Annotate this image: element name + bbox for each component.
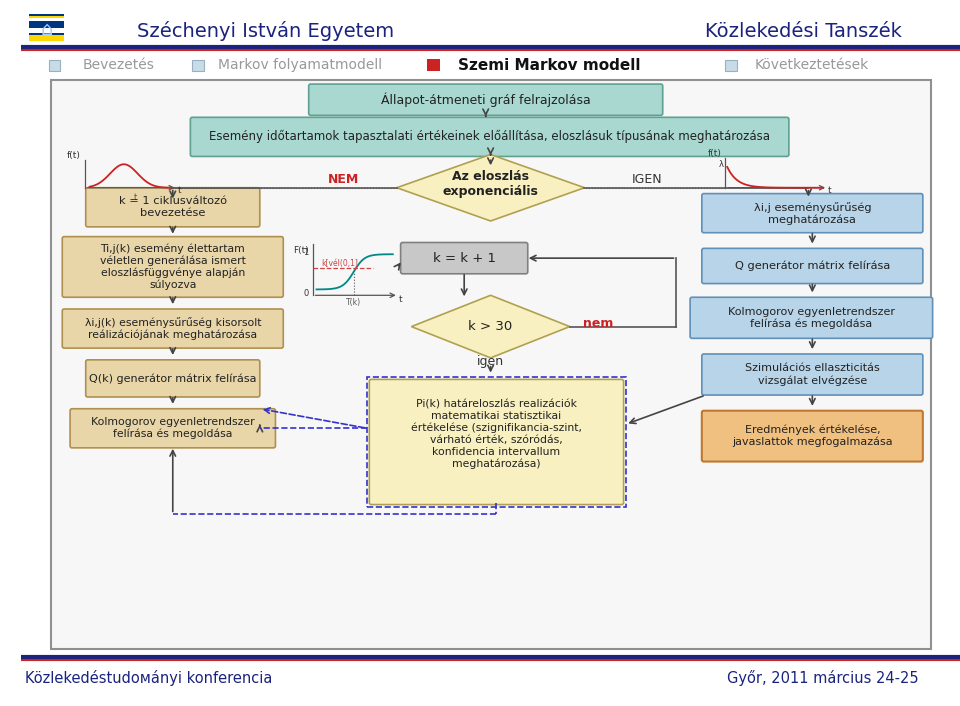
Text: T(k): T(k)	[347, 298, 361, 306]
Text: nem: nem	[583, 317, 613, 330]
FancyBboxPatch shape	[400, 242, 528, 274]
Text: λ: λ	[718, 160, 723, 169]
Text: k = 1 ciklusváltozó
bevezetése: k = 1 ciklusváltozó bevezetése	[119, 196, 227, 218]
Text: Q(k) generátor mátrix felírása: Q(k) generátor mátrix felírása	[89, 373, 256, 383]
FancyBboxPatch shape	[702, 249, 923, 284]
Text: f(t): f(t)	[708, 150, 721, 158]
FancyBboxPatch shape	[85, 360, 260, 397]
Text: F(t): F(t)	[293, 246, 309, 256]
Text: k = k + 1: k = k + 1	[433, 251, 495, 265]
Text: ⌂: ⌂	[40, 20, 53, 39]
Text: Ti,j(k) esemény élettartam
véletlen generálása ismert
eloszlásfüggvénye alapján
: Ti,j(k) esemény élettartam véletlen gene…	[100, 244, 246, 290]
Text: t: t	[178, 186, 181, 195]
Text: Győr, 2011 március 24-25: Győr, 2011 március 24-25	[728, 670, 919, 686]
Polygon shape	[396, 155, 585, 221]
Text: k[vél(0,1]: k[vél(0,1]	[322, 258, 358, 268]
Bar	[51, 80, 930, 650]
FancyBboxPatch shape	[702, 193, 923, 233]
Text: Markov folyamatmodell: Markov folyamatmodell	[218, 59, 382, 73]
Text: Állapot-átmeneti gráf felrajzolása: Állapot-átmeneti gráf felrajzolása	[381, 92, 590, 107]
Text: Szemi Markov modell: Szemi Markov modell	[458, 58, 640, 73]
Bar	[29, 23, 64, 28]
Text: NEM: NEM	[328, 174, 360, 186]
Text: Bevezetés: Bevezetés	[84, 59, 155, 73]
Text: λi,j eseménysűrűség
meghatározása: λi,j eseménysűrűség meghatározása	[754, 202, 871, 225]
Text: Eredmények értékelése,
javaslattok megfogalmazása: Eredmények értékelése, javaslattok megfo…	[732, 425, 893, 448]
Text: f(t): f(t)	[67, 151, 81, 160]
FancyBboxPatch shape	[190, 117, 789, 157]
Bar	[49, 59, 60, 71]
FancyBboxPatch shape	[62, 309, 283, 348]
Text: igen: igen	[477, 355, 504, 369]
Text: Széchenyi István Egyetem: Széchenyi István Egyetem	[137, 21, 395, 41]
FancyBboxPatch shape	[370, 379, 624, 505]
Text: Kolmogorov egyenletrendszer
felírása és megoldása: Kolmogorov egyenletrendszer felírása és …	[728, 306, 895, 329]
Text: k > 30: k > 30	[468, 320, 513, 333]
Text: t: t	[134, 193, 137, 202]
FancyBboxPatch shape	[690, 297, 932, 338]
Text: Esemény időtartamok tapasztalati értékeinek előállítása, eloszlásuk típusának me: Esemény időtartamok tapasztalati értékei…	[209, 131, 770, 143]
Text: Következtetések: Következtetések	[755, 59, 869, 73]
Text: t: t	[828, 186, 831, 195]
Text: Kolmogorov egyenletrendszer
felírása és megoldása: Kolmogorov egyenletrendszer felírása és …	[91, 417, 254, 439]
FancyBboxPatch shape	[702, 354, 923, 395]
Bar	[29, 13, 64, 41]
Text: Közlekedési Tanszék: Közlekedési Tanszék	[705, 22, 902, 41]
Text: λi,j(k) eseménysűrűség kisorsolt
reálizációjának meghatározása: λi,j(k) eseménysűrűség kisorsolt reálizá…	[84, 317, 261, 340]
Polygon shape	[412, 295, 570, 358]
Text: Az eloszlás
exponenciális: Az eloszlás exponenciális	[443, 170, 539, 198]
FancyBboxPatch shape	[62, 237, 283, 297]
Bar	[29, 16, 64, 18]
Text: IGEN: IGEN	[632, 174, 662, 186]
Bar	[192, 59, 204, 71]
FancyBboxPatch shape	[70, 409, 276, 448]
Bar	[726, 59, 737, 71]
Bar	[29, 18, 64, 21]
FancyBboxPatch shape	[85, 188, 260, 227]
FancyBboxPatch shape	[702, 411, 923, 462]
Text: Pi(k) határeloszlás realizációk
matematikai statisztikai
értékelése (szignifikan: Pi(k) határeloszlás realizációk matemati…	[411, 400, 582, 469]
Text: 1: 1	[303, 248, 309, 257]
Text: Közlekedéstudомányi konferencia: Közlekedéstudомányi konferencia	[25, 670, 272, 686]
Bar	[29, 35, 64, 41]
Text: Q generátor mátrix felírása: Q generátor mátrix felírása	[734, 261, 890, 271]
Bar	[21, 8, 960, 45]
Text: Szimulációs ellaszticitás
vizsgálat elvégzése: Szimulációs ellaszticitás vizsgálat elvé…	[745, 364, 879, 385]
Text: t: t	[398, 294, 402, 304]
Bar	[427, 59, 440, 71]
Text: 0: 0	[303, 289, 309, 298]
FancyBboxPatch shape	[309, 84, 662, 115]
Bar	[29, 28, 64, 33]
